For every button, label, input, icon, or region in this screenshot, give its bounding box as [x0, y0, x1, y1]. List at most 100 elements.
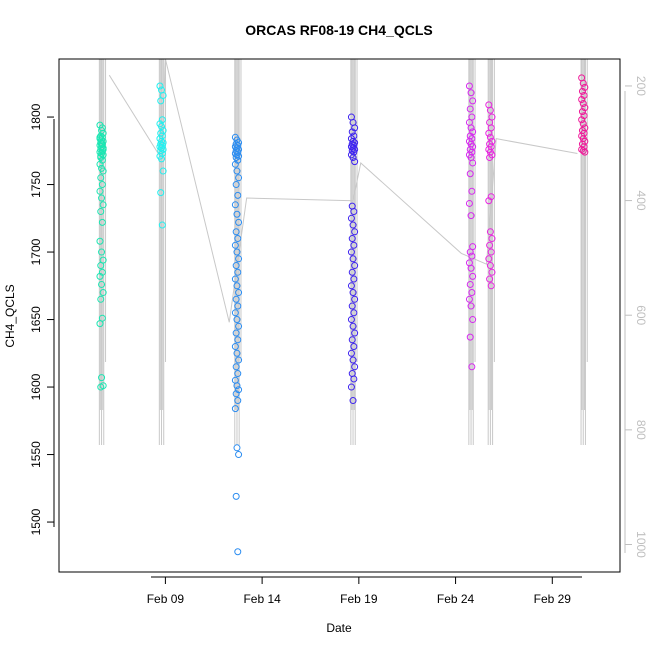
data-points	[96, 74, 589, 556]
y-tick-label: 1800	[29, 103, 43, 130]
data-point-rf13	[486, 262, 494, 270]
data-point-rf11	[349, 322, 357, 330]
data-point-rf13	[485, 255, 493, 263]
data-point-rf14	[579, 100, 587, 108]
data-point-rf12	[468, 252, 476, 260]
data-point-rf10	[233, 248, 241, 256]
data-point-rf12	[466, 333, 474, 341]
data-point-rf11	[349, 356, 357, 364]
data-point-rf10	[233, 316, 241, 324]
data-point-rf08	[97, 174, 105, 182]
data-point-rf11	[351, 363, 359, 371]
data-point-rf10	[235, 451, 243, 459]
data-point-rf10	[235, 174, 243, 182]
x-tick-label: Feb 29	[534, 592, 572, 606]
data-point-rf10	[232, 295, 240, 303]
data-point-rf11	[347, 248, 355, 256]
data-point-rf10	[233, 349, 241, 357]
y-axis: 1500 1550 1600 1650 1700 1750 1800	[29, 103, 55, 535]
data-point-rf13	[486, 154, 494, 162]
data-point-rf14	[579, 147, 587, 155]
data-point-rf10	[234, 191, 242, 199]
data-point-rf10	[232, 262, 240, 270]
data-point-rf11	[348, 128, 356, 136]
data-point-rf12	[467, 212, 475, 220]
y-tick-label: 1600	[29, 373, 43, 400]
data-point-rf13	[488, 268, 496, 276]
data-point-rf10	[232, 363, 240, 371]
data-point-rf14	[581, 148, 589, 156]
data-point-rf10	[232, 492, 240, 500]
data-point-rf12	[465, 199, 473, 207]
data-point-rf08	[97, 208, 105, 216]
data-point-rf11	[347, 214, 355, 222]
data-point-rf09	[157, 97, 165, 105]
data-point-rf11	[351, 329, 359, 337]
right-y-tick-label: 1000	[634, 531, 648, 558]
data-point-rf11	[348, 336, 356, 344]
data-point-rf10	[231, 160, 239, 168]
data-point-rf10	[231, 309, 239, 317]
data-point-rf10	[234, 302, 242, 310]
data-point-rf13	[487, 248, 495, 256]
data-point-rf12	[468, 187, 476, 195]
data-point-rf11	[349, 255, 357, 263]
data-point-rf10	[234, 370, 242, 378]
data-point-rf08	[97, 295, 105, 303]
data-point-rf11	[349, 221, 357, 229]
data-point-rf14	[578, 108, 586, 116]
data-point-rf14	[579, 120, 587, 128]
right-y-tick-label: 600	[634, 305, 648, 325]
data-point-rf08	[96, 272, 104, 280]
x-tick-label: Feb 09	[147, 592, 185, 606]
track-line	[108, 58, 578, 323]
plot-frame	[58, 58, 621, 573]
y-tick-label: 1650	[29, 306, 43, 333]
data-point-rf11	[350, 375, 358, 383]
data-point-rf10	[232, 228, 240, 236]
data-point-rf12	[469, 316, 477, 324]
data-point-rf10	[233, 210, 241, 218]
data-point-rf12	[467, 124, 475, 132]
data-point-rf13	[486, 275, 494, 283]
data-point-rf12	[465, 295, 473, 303]
data-point-rf10	[235, 289, 243, 297]
y-tick-label: 1700	[29, 238, 43, 265]
x-tick-label: Feb 14	[243, 592, 281, 606]
data-point-rf10	[231, 343, 239, 351]
data-point-rf10	[231, 275, 239, 283]
data-point-rf10	[233, 167, 241, 175]
data-point-rf08	[98, 124, 106, 132]
data-point-rf09	[158, 123, 166, 130]
data-point-rf08	[97, 262, 105, 270]
y-tick-label: 1750	[29, 171, 43, 198]
data-point-rf13	[487, 282, 495, 290]
data-point-rf08	[98, 280, 106, 288]
data-point-rf10	[234, 235, 242, 243]
data-point-rf11	[350, 343, 358, 351]
data-point-rf08	[98, 218, 106, 226]
right-y-tick-label: 800	[634, 420, 648, 440]
data-point-rf10	[235, 322, 243, 330]
data-point-rf12	[465, 82, 473, 90]
x-tick-label: Feb 24	[437, 592, 475, 606]
altitude-traces	[98, 59, 588, 445]
data-point-rf13	[485, 129, 493, 137]
data-point-rf11	[347, 383, 355, 391]
data-point-rf08	[98, 248, 106, 256]
data-point-rf08	[99, 201, 107, 209]
data-point-rf08	[99, 289, 107, 297]
data-point-rf12	[466, 280, 474, 288]
data-point-rf11	[350, 309, 358, 317]
data-point-rf10	[234, 397, 242, 405]
data-point-rf11	[347, 349, 355, 357]
y-axis-label: CH4_QCLS	[3, 284, 17, 347]
data-point-rf13	[488, 235, 496, 243]
data-point-rf10	[234, 336, 242, 344]
data-point-rf11	[350, 275, 358, 283]
data-point-rf10	[231, 241, 239, 249]
data-point-rf12	[468, 363, 476, 371]
track-line-group	[108, 58, 578, 323]
data-point-rf11	[351, 295, 359, 303]
